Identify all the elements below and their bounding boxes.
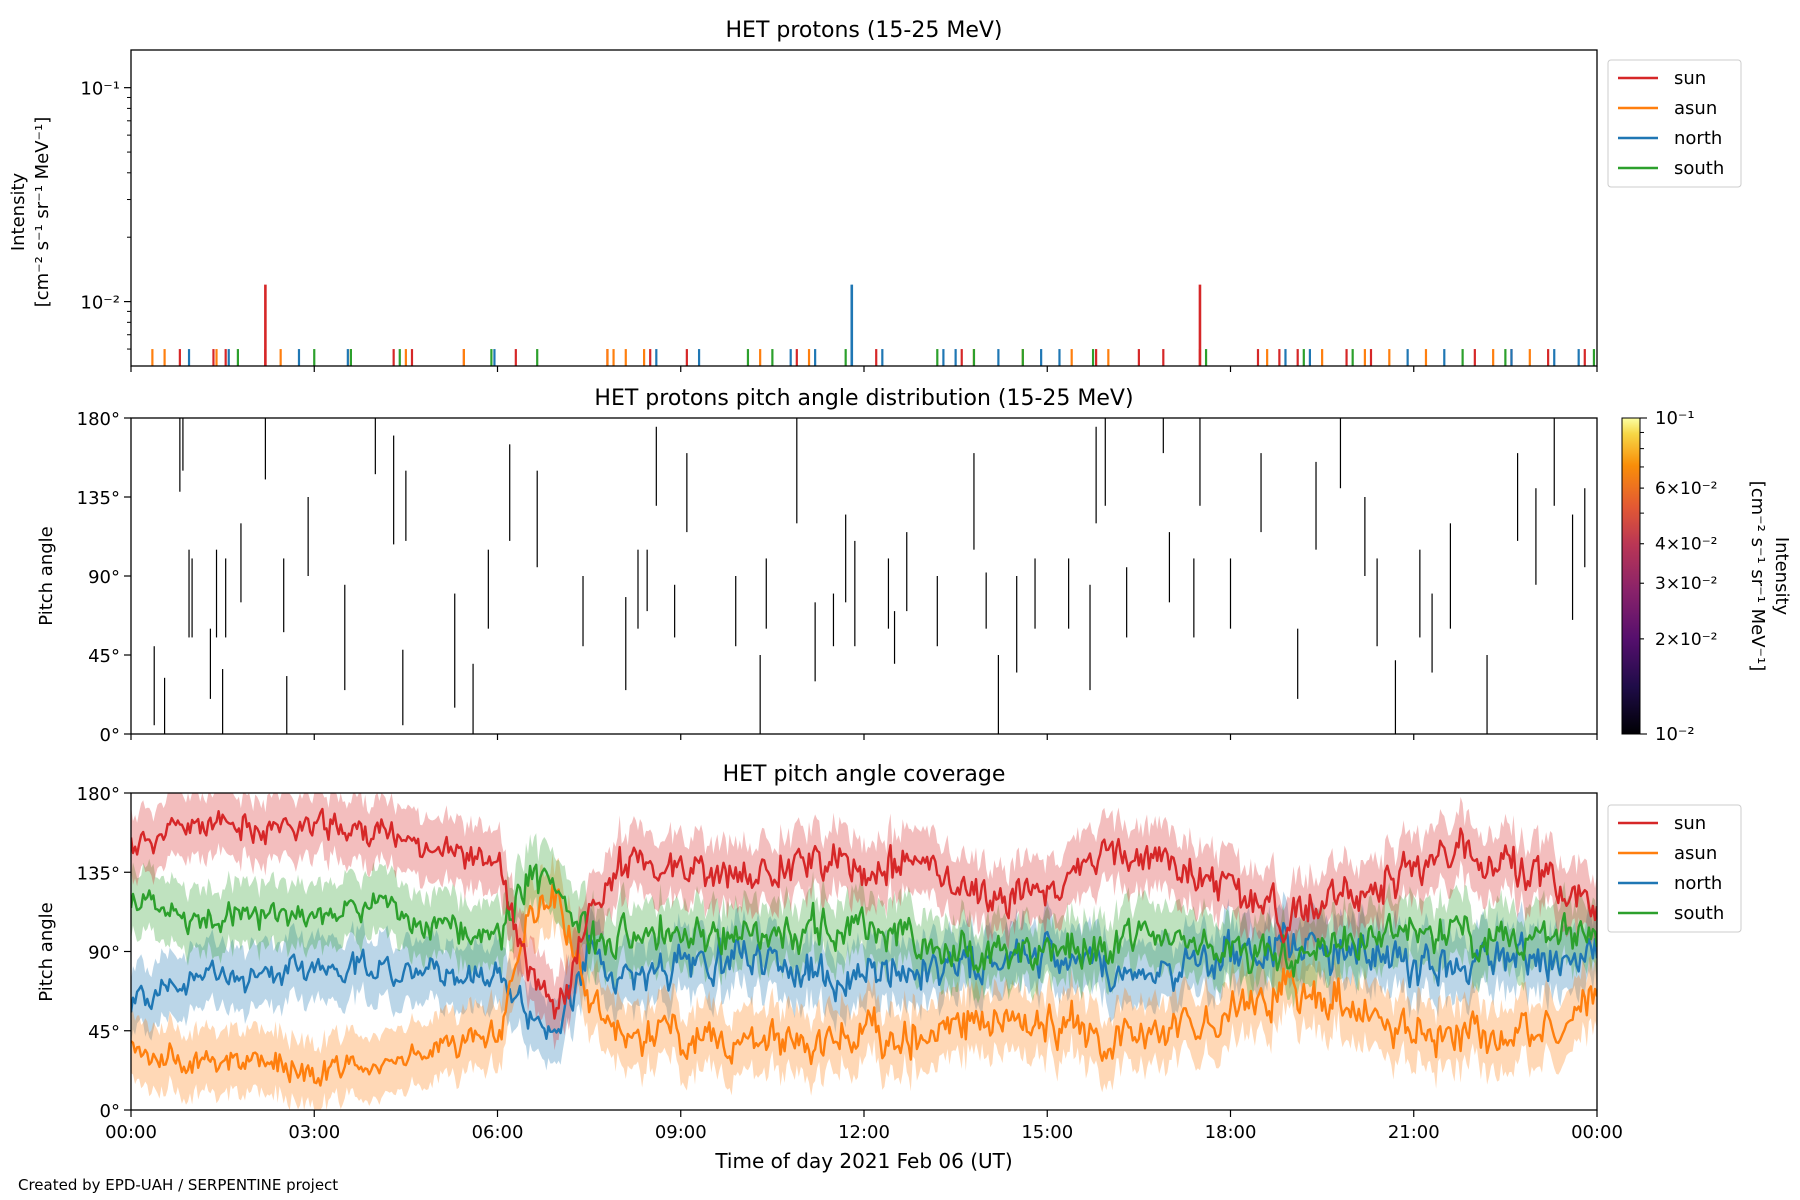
- colorbar-label-line2: [cm⁻² s⁻¹ sr⁻¹ MeV⁻¹]: [1747, 481, 1768, 672]
- legend-label-south: south: [1674, 903, 1724, 924]
- panel3-lines: [131, 807, 1597, 1087]
- colorbar-label-line1: Intensity: [1771, 537, 1792, 616]
- ytick-label: 135°: [77, 863, 120, 884]
- panel1-legend-box: [1607, 59, 1742, 188]
- legend-label-asun: asun: [1674, 98, 1717, 119]
- panel3-legend: sun asun north south: [1607, 804, 1742, 933]
- panel2-yaxis: 0° 45° 90° 135° 180°: [77, 409, 131, 746]
- xtick-label: 18:00: [1205, 1122, 1257, 1143]
- panel1-frame: [130, 49, 1598, 367]
- colorbar-tick-label: 10⁻¹: [1655, 408, 1695, 429]
- ytick-label: 180°: [77, 409, 120, 430]
- xtick-label: 09:00: [655, 1122, 707, 1143]
- ytick-label: 0°: [100, 725, 120, 746]
- xtick-label: 00:00: [105, 1122, 157, 1143]
- band-north: [131, 891, 1597, 1071]
- x-axis-label: Time of day 2021 Feb 06 (UT): [714, 1149, 1012, 1173]
- panel3-legend-box: [1607, 804, 1742, 933]
- xtick-label: 15:00: [1021, 1122, 1073, 1143]
- panel1-spikes: [151, 284, 1596, 366]
- panel2-heatmap-segments: [153, 418, 1586, 734]
- panel3-title: HET pitch angle coverage: [723, 762, 1006, 787]
- panel1-ylabel-line1: Intensity: [8, 172, 29, 251]
- line-sun: [131, 807, 1597, 1020]
- xtick-label: 00:00: [1571, 1122, 1623, 1143]
- credit-text: Created by EPD-UAH / SERPENTINE project: [18, 1176, 339, 1194]
- legend-label-sun: sun: [1674, 813, 1706, 834]
- panel2-ylabel: Pitch angle: [36, 526, 57, 625]
- band-asun: [131, 853, 1597, 1110]
- panel3-ylabel: Pitch angle: [36, 902, 57, 1001]
- colorbar-gradient: [1621, 417, 1641, 735]
- colorbar-tick-label: 10⁻²: [1655, 724, 1695, 745]
- panel1-yaxis: 10⁻¹ 10⁻²: [80, 79, 131, 350]
- colorbar-tick-label: 6×10⁻²: [1655, 479, 1717, 499]
- panel-intensity: HET protons (15-25 MeV) 10⁻¹ 10⁻² Intensi…: [8, 18, 1742, 367]
- xtick-label: 12:00: [838, 1122, 890, 1143]
- legend-label-south: south: [1674, 158, 1724, 179]
- legend-label-sun: sun: [1674, 68, 1706, 89]
- panel-pitch-distribution: HET protons pitch angle distribution (15…: [36, 386, 1792, 746]
- ytick-label: 180°: [77, 784, 120, 805]
- colorbar: 10⁻¹ 6×10⁻² 4×10⁻² 3×10⁻² 2×10⁻² 10⁻² Intensi…: [1621, 408, 1792, 745]
- panel-pitch-coverage: HET pitch angle coverage 0° 45° 90° 135° 180…: [36, 762, 1742, 1122]
- panel1-legend: sun asun north south: [1607, 59, 1742, 188]
- colorbar-tick-label: 3×10⁻²: [1655, 574, 1717, 594]
- xtick-label: 06:00: [472, 1122, 524, 1143]
- panel2-title: HET protons pitch angle distribution (15…: [594, 386, 1133, 411]
- colorbar-ticks: 10⁻¹ 6×10⁻² 4×10⁻² 3×10⁻² 2×10⁻² 10⁻²: [1640, 408, 1717, 745]
- colorbar-tick-label: 2×10⁻²: [1655, 630, 1717, 650]
- ytick-label: 45°: [88, 646, 120, 667]
- ytick-label: 45°: [88, 1022, 120, 1043]
- colorbar-tick-label: 4×10⁻²: [1655, 535, 1717, 555]
- line-south: [131, 863, 1597, 978]
- panel1-title: HET protons (15-25 MeV): [726, 18, 1003, 43]
- panel3-legend-items: sun asun north south: [1618, 813, 1724, 924]
- x-axis-ticks: 00:00 03:00 06:00 09:00 12:00 15:00 18:00 21:00…: [105, 366, 1623, 1143]
- panel1-ylabel-line2: [cm⁻² s⁻¹ sr⁻¹ MeV⁻¹]: [32, 117, 53, 308]
- ytick-label: 10⁻¹: [80, 79, 120, 100]
- ytick-label: 10⁻²: [80, 293, 120, 314]
- line-asun: [131, 883, 1597, 1087]
- panel3-yaxis: 0° 45° 90° 135° 180°: [77, 784, 131, 1122]
- ytick-label: 90°: [88, 567, 120, 588]
- ytick-label: 90°: [88, 943, 120, 964]
- xtick-label: 21:00: [1388, 1122, 1440, 1143]
- legend-label-north: north: [1674, 873, 1722, 894]
- ytick-label: 0°: [100, 1101, 120, 1122]
- xtick-label: 03:00: [288, 1122, 340, 1143]
- legend-label-asun: asun: [1674, 843, 1717, 864]
- panel1-legend-items: sun asun north south: [1618, 68, 1724, 179]
- legend-label-north: north: [1674, 128, 1722, 149]
- ytick-label: 135°: [77, 488, 120, 509]
